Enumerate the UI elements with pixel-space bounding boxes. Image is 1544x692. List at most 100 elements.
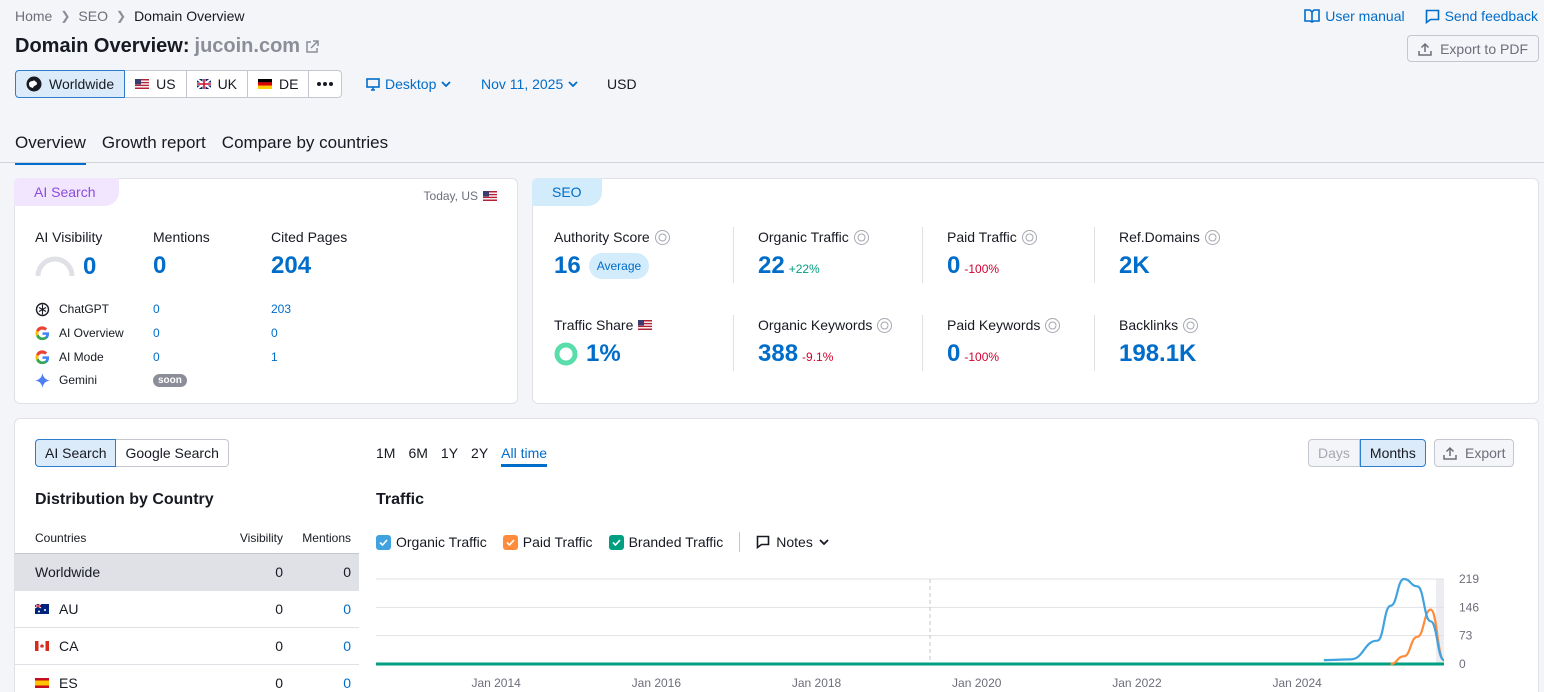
legend-paid-traffic[interactable]: Paid Traffic	[502, 534, 593, 550]
flag-us-icon	[638, 320, 653, 330]
traffic-share-donut	[554, 342, 578, 366]
paid-keywords-label: Paid Keywords	[947, 317, 1061, 333]
mentions-value[interactable]: 0	[153, 252, 167, 279]
paid-traffic-label: Paid Traffic	[947, 229, 1037, 245]
table-row[interactable]: AU 0 0	[15, 590, 359, 628]
backlinks-value[interactable]: 198.1K	[1119, 340, 1197, 367]
ai-platform-list: ChatGPT 0 203 AI Overview 0 0 AI Mode 0 …	[35, 297, 335, 391]
x-tick-label: Jan 2020	[952, 676, 1002, 690]
chevron-down-icon	[568, 81, 578, 87]
list-item: Gemini soon	[35, 369, 335, 391]
traffic-card: AI Search Google Search 1M 6M 1Y 2Y All …	[14, 418, 1539, 692]
chevron-right-icon: ❯	[116, 9, 127, 23]
range-1y[interactable]: 1Y	[440, 445, 459, 461]
globe-icon	[1204, 229, 1220, 245]
col-countries[interactable]: Countries	[15, 523, 211, 554]
table-row[interactable]: CA 0 0	[15, 627, 359, 665]
tab-growth-report[interactable]: Growth report	[101, 133, 206, 152]
db-tab-us[interactable]: US	[125, 70, 187, 98]
organic-traffic-value[interactable]: 22 +22%	[758, 252, 820, 279]
ref-domains-value[interactable]: 2K	[1119, 252, 1150, 279]
google-icon	[35, 349, 50, 364]
ai-search-badge: AI Search	[14, 178, 119, 206]
traffic-chart[interactable]: 219 146 73 0 Jan 2014 Jan 2016 Jan 2018 Jan 202…	[376, 569, 1506, 692]
device-select[interactable]: Desktop	[366, 76, 451, 92]
breadcrumb: Home ❯ SEO ❯ Domain Overview	[15, 8, 245, 24]
col-mentions[interactable]: Mentions	[291, 523, 359, 554]
flag-uk-icon	[196, 79, 211, 89]
list-item: AI Mode 0 1	[35, 345, 335, 369]
series-line-paid-traffic	[1390, 608, 1446, 666]
chevron-down-icon	[819, 539, 829, 545]
paid-keywords-value[interactable]: 0 -100%	[947, 340, 1000, 367]
user-manual-link[interactable]: User manual	[1304, 8, 1405, 24]
range-6m[interactable]: 6M	[408, 445, 428, 461]
breadcrumb-seo[interactable]: SEO	[78, 8, 108, 24]
breadcrumb-current: Domain Overview	[134, 8, 245, 24]
legend-organic-traffic[interactable]: Organic Traffic	[376, 534, 487, 550]
months-toggle[interactable]: Months	[1359, 439, 1426, 467]
desktop-icon	[366, 77, 380, 91]
date-select[interactable]: Nov 11, 2025	[481, 76, 578, 92]
db-tab-worldwide[interactable]: Worldwide	[15, 70, 126, 98]
traffic-share-label: Traffic Share	[554, 317, 653, 333]
ai-search-toggle[interactable]: AI Search	[35, 439, 117, 467]
flag-us-icon	[135, 79, 150, 89]
db-tab-de[interactable]: DE	[248, 70, 310, 98]
authority-score: 16 Average	[554, 252, 650, 280]
send-feedback-link[interactable]: Send feedback	[1425, 8, 1538, 24]
chatgpt-icon	[35, 302, 50, 316]
legend-branded-traffic[interactable]: Branded Traffic	[608, 534, 723, 550]
divider	[1094, 315, 1095, 371]
range-1m[interactable]: 1M	[376, 445, 396, 461]
table-row[interactable]: Worldwide 0 0	[15, 553, 359, 591]
organic-traffic-label: Organic Traffic	[758, 229, 869, 245]
range-2y[interactable]: 2Y	[471, 445, 489, 461]
list-item: ChatGPT 0 203	[35, 297, 335, 321]
ai-scope: Today, US	[424, 189, 497, 203]
more-databases-button[interactable]	[309, 70, 343, 98]
cited-pages-value[interactable]: 204	[271, 252, 312, 279]
divider	[922, 315, 923, 371]
paid-traffic-value[interactable]: 0 -100%	[947, 252, 1000, 279]
domain-name[interactable]: jucoin.com	[194, 35, 301, 57]
export-pdf-button[interactable]: Export to PDF	[1407, 35, 1539, 62]
traffic-title: Traffic	[376, 491, 425, 508]
authority-badge: Average	[588, 253, 650, 279]
breadcrumb-home[interactable]: Home	[15, 8, 53, 24]
chevron-right-icon: ❯	[60, 9, 71, 23]
currency-label: USD	[607, 76, 637, 92]
tab-compare-by-countries[interactable]: Compare by countries	[221, 133, 389, 152]
chevron-down-icon	[441, 81, 451, 87]
db-tab-uk[interactable]: UK	[186, 70, 249, 98]
ai-visibility: 0	[35, 253, 96, 281]
flag-ca-icon	[35, 640, 49, 651]
visibility-gauge	[35, 256, 75, 277]
external-link-icon[interactable]	[305, 39, 319, 54]
divider	[739, 532, 741, 552]
y-tick-label: 146	[1459, 600, 1479, 614]
tab-overview[interactable]: Overview	[15, 133, 86, 165]
divider	[733, 227, 734, 283]
globe-icon	[654, 229, 670, 245]
col-visibility[interactable]: Visibility	[211, 523, 291, 554]
google-search-toggle[interactable]: Google Search	[116, 439, 229, 467]
checkbox-icon	[608, 534, 624, 550]
seo-card: SEO Authority Score 16 Average Organic T…	[532, 178, 1539, 404]
x-tick-label: Jan 2022	[1112, 676, 1162, 690]
flag-us-icon	[483, 191, 497, 201]
range-all-time[interactable]: All time	[501, 445, 548, 467]
organic-keywords-value[interactable]: 388 -9.1%	[758, 340, 834, 367]
search-type-toggle: AI Search Google Search	[35, 439, 229, 467]
upload-icon	[1443, 446, 1457, 460]
mentions-label: Mentions	[153, 229, 210, 245]
gemini-icon	[35, 372, 50, 388]
days-toggle[interactable]: Days	[1308, 439, 1360, 467]
table-row[interactable]: ES 0 0	[15, 664, 359, 692]
export-button[interactable]: Export	[1434, 439, 1515, 467]
divider	[1094, 227, 1095, 283]
authority-score-label: Authority Score	[554, 229, 670, 245]
notes-dropdown[interactable]: Notes	[756, 534, 829, 550]
distribution-title: Distribution by Country	[35, 491, 214, 508]
globe-icon	[26, 76, 42, 92]
